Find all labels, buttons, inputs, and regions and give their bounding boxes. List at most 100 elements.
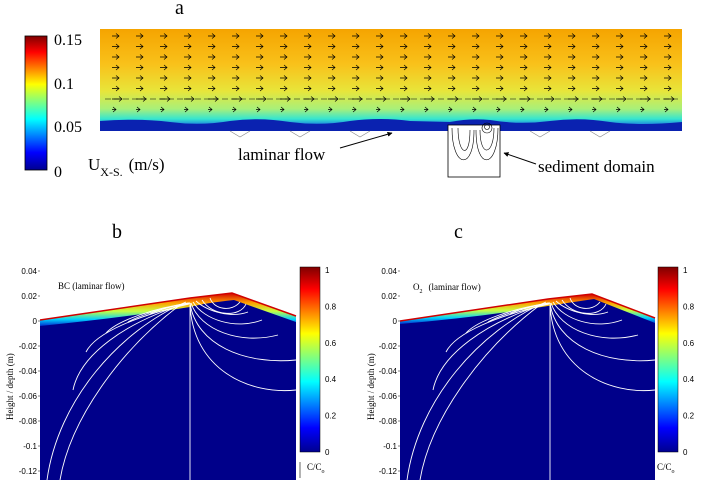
velocity-arrow xyxy=(280,106,285,113)
velocity-arrow xyxy=(328,85,336,92)
panel-a-cbar-tick: 0.05 xyxy=(54,119,82,136)
panel-c-y-axis-label: Height / depth (m) xyxy=(366,353,376,420)
velocity-arrow xyxy=(616,54,624,60)
velocity-arrow xyxy=(232,64,240,71)
velocity-arrow xyxy=(256,106,261,113)
panel-a-velocity-label: UX-S. (m/s) xyxy=(88,155,165,179)
velocity-arrow xyxy=(568,75,576,81)
annotation-sediment-domain: sediment domain xyxy=(538,157,655,176)
velocity-arrow xyxy=(448,33,456,39)
velocity-arrow xyxy=(568,43,576,50)
velocity-arrow xyxy=(376,85,384,92)
velocity-arrow xyxy=(616,64,624,71)
velocity-arrow xyxy=(640,64,648,71)
velocity-arrow xyxy=(304,54,312,60)
velocity-arrow xyxy=(472,43,480,50)
panel-b-colorbar xyxy=(299,266,321,453)
velocity-arrow xyxy=(208,43,216,50)
velocity-arrow xyxy=(376,54,384,60)
colorbar-tick-label: 0.6 xyxy=(683,339,695,348)
velocity-arrow xyxy=(400,33,408,39)
panel-a-cbar-tick: 0 xyxy=(54,164,62,181)
velocity-arrow xyxy=(160,54,168,60)
velocity-arrow xyxy=(184,85,192,92)
velocity-arrow xyxy=(304,43,312,50)
velocity-arrow xyxy=(232,33,240,39)
velocity-arrows xyxy=(105,33,680,113)
velocity-arrow xyxy=(544,106,549,113)
laminar-flow-arrow xyxy=(339,131,393,149)
velocity-arrow xyxy=(280,75,288,81)
velocity-arrow xyxy=(664,85,672,92)
velocity-arrow xyxy=(328,106,333,113)
velocity-arrow xyxy=(592,43,600,50)
velocity-arrow xyxy=(304,85,312,92)
velocity-arrow xyxy=(160,106,165,113)
y-tick-label: -0.1 xyxy=(23,442,37,451)
velocity-arrow xyxy=(160,64,168,71)
velocity-arrow xyxy=(640,106,645,113)
y-tick-label: 0 xyxy=(33,317,38,326)
velocity-arrow xyxy=(520,85,528,92)
velocity-arrow xyxy=(544,64,552,71)
colorbar-tick-label: 0 xyxy=(325,448,330,457)
colorbar-tick-label: 0.4 xyxy=(325,375,337,384)
velocity-arrow xyxy=(184,75,192,81)
velocity-arrow xyxy=(520,75,528,81)
panel-b-colorbar-label: C/Co xyxy=(307,462,325,475)
velocity-arrow xyxy=(640,54,648,60)
panel-a-cbar-tick: 0.1 xyxy=(54,76,74,93)
velocity-arrow xyxy=(232,85,240,92)
y-tick-label: 0.04 xyxy=(21,267,37,276)
velocity-arrow xyxy=(568,33,576,39)
velocity-arrow xyxy=(352,54,360,60)
velocity-arrow xyxy=(424,75,432,81)
velocity-arrow xyxy=(328,64,336,71)
velocity-arrow xyxy=(232,106,237,113)
panel-a-colorbar xyxy=(24,35,48,171)
panel-c-colorbar-ticks: 1 0.8 0.6 0.4 0.2 0 xyxy=(683,266,695,457)
panel-a-cbar-tick: 0.15 xyxy=(54,32,82,49)
velocity-arrow xyxy=(424,33,432,39)
y-tick-label: -0.06 xyxy=(19,392,38,401)
velocity-arrow xyxy=(568,54,576,60)
y-tick-label: -0.12 xyxy=(19,467,38,476)
velocity-arrow xyxy=(400,75,408,81)
velocity-arrow xyxy=(592,54,600,60)
velocity-arrow xyxy=(136,64,144,71)
y-tick-label: -0.02 xyxy=(19,342,38,351)
panel-b-species-label: BC (laminar flow) xyxy=(58,281,125,291)
velocity-arrow xyxy=(256,75,264,81)
y-tick-label: 0.04 xyxy=(381,267,397,276)
velocity-arrow xyxy=(160,33,168,39)
velocity-arrow xyxy=(328,54,336,60)
velocity-arrow xyxy=(664,106,669,113)
velocity-arrow xyxy=(448,43,456,50)
velocity-arrow xyxy=(424,106,429,113)
velocity-arrow xyxy=(208,85,216,92)
y-tick-label: -0.08 xyxy=(19,417,38,426)
velocity-arrow xyxy=(112,85,120,92)
velocity-arrow xyxy=(544,75,552,81)
velocity-arrow xyxy=(640,85,648,92)
velocity-arrow xyxy=(376,33,384,39)
y-tick-label: 0.02 xyxy=(21,292,37,301)
velocity-arrow xyxy=(616,106,621,113)
velocity-arrow xyxy=(184,43,192,50)
velocity-arrow xyxy=(280,54,288,60)
velocity-arrow xyxy=(664,75,672,81)
velocity-arrow xyxy=(448,85,456,92)
velocity-arrow xyxy=(112,64,120,71)
velocity-arrow xyxy=(208,75,216,81)
velocity-arrow xyxy=(376,64,384,71)
velocity-arrow xyxy=(136,43,144,50)
panel-c-concentration-field xyxy=(399,262,656,481)
panel-c-y-ticks: 0.04 0.02 0 -0.02 -0.04 -0.06 -0.08 -0.1 -0.12 xyxy=(379,267,401,476)
velocity-arrow xyxy=(352,85,360,92)
velocity-arrow xyxy=(136,54,144,60)
colorbar-tick-label: 0 xyxy=(683,448,688,457)
velocity-arrow xyxy=(496,33,504,39)
velocity-arrow xyxy=(256,85,264,92)
panel-b-concentration-field xyxy=(39,262,297,481)
